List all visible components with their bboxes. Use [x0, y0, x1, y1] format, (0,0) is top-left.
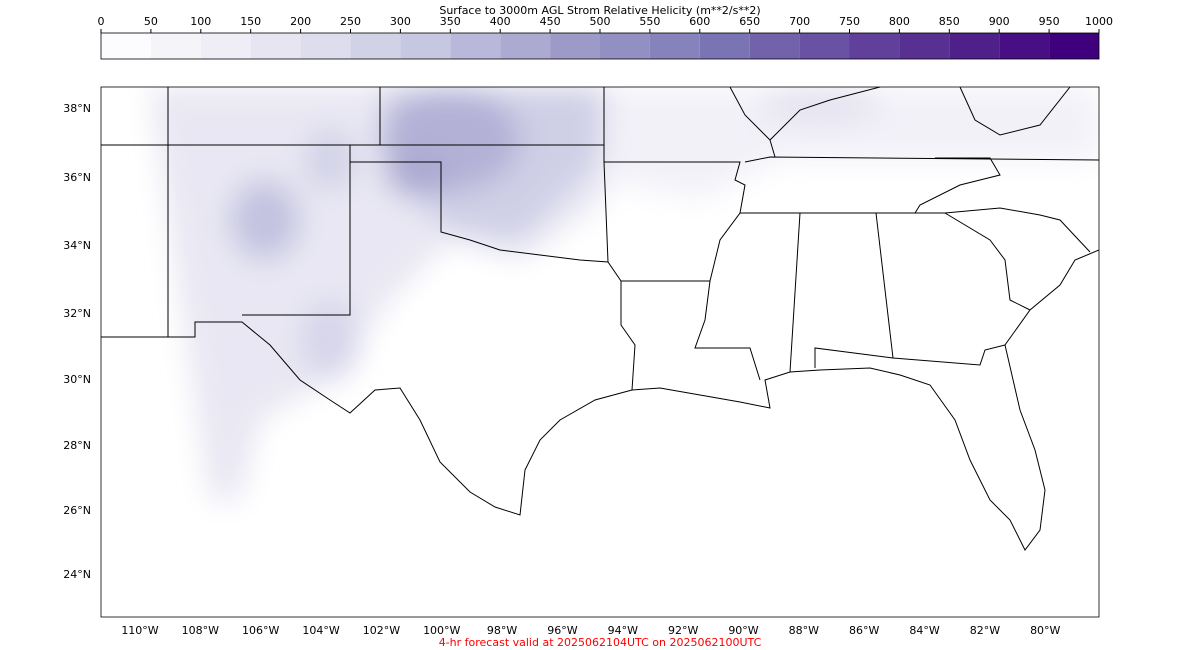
lon-label: 80°W — [1030, 624, 1060, 637]
lon-label: 90°W — [728, 624, 758, 637]
lon-label: 84°W — [909, 624, 939, 637]
colorbar-tick-label: 250 — [340, 15, 361, 28]
color-bin — [849, 33, 900, 59]
colorbar-tick-label: 300 — [390, 15, 411, 28]
color-bin — [450, 33, 501, 59]
lat-label: 28°N — [63, 439, 91, 452]
colorbar-tick-label: 550 — [639, 15, 660, 28]
colorbar-tick-label: 750 — [839, 15, 860, 28]
color-bin — [550, 33, 600, 59]
colorbar-tick-label: 850 — [939, 15, 960, 28]
color-bin — [150, 33, 201, 59]
lon-label: 88°W — [789, 624, 819, 637]
lon-label: 98°W — [487, 624, 517, 637]
lat-label: 36°N — [63, 171, 91, 184]
lon-label: 92°W — [668, 624, 698, 637]
color-bin — [600, 33, 650, 59]
lon-label: 96°W — [547, 624, 577, 637]
lon-label: 86°W — [849, 624, 879, 637]
colorbar-tick-label: 200 — [290, 15, 311, 28]
color-bin — [500, 33, 551, 59]
lon-label: 104°W — [302, 624, 339, 637]
colorbar-title: Surface to 3000m AGL Strom Relative Heli… — [439, 4, 760, 17]
colorbar-tick-label: 700 — [789, 15, 810, 28]
lon-label: 82°W — [970, 624, 1000, 637]
colorbar-tick-label: 900 — [989, 15, 1010, 28]
color-bin — [300, 33, 351, 59]
colorbar-tick-label: 600 — [689, 15, 710, 28]
footer: 4-hr forecast valid at 2025062104UTC on … — [439, 636, 762, 649]
lat-label: 38°N — [63, 102, 91, 115]
lat-label: 30°N — [63, 373, 91, 386]
lat-label: 32°N — [63, 307, 91, 320]
map-axes: 38°N 36°N 34°N 32°N 30°N 28°N 26°N 24°N 110°W 108… — [63, 102, 1060, 637]
lon-label: 108°W — [182, 624, 219, 637]
colorbar: 0 50 100 150 200 250 300 350 400 450 500 550 600 650 7… — [98, 15, 1113, 59]
color-bin — [101, 33, 151, 59]
lon-label: 102°W — [363, 624, 400, 637]
lat-label: 26°N — [63, 504, 91, 517]
colorbar-tick-label: 50 — [144, 15, 158, 28]
colorbar-tick-label: 650 — [739, 15, 760, 28]
colorbar-frame — [100, 32, 1100, 60]
lat-label: 24°N — [63, 568, 91, 581]
colorbar-tick-label: 950 — [1039, 15, 1060, 28]
lon-label: 110°W — [121, 624, 158, 637]
color-bin — [999, 33, 1050, 59]
color-bin — [1049, 33, 1099, 59]
colorbar-tick-label: 500 — [590, 15, 611, 28]
color-bin — [200, 33, 251, 59]
helicity-field — [140, 87, 1099, 500]
lat-label: 34°N — [63, 239, 91, 252]
lon-label: 106°W — [242, 624, 279, 637]
colorbar-tick-label: 0 — [98, 15, 105, 28]
color-bin — [649, 33, 700, 59]
colorbar-tick-label: 400 — [490, 15, 511, 28]
color-bin — [899, 33, 950, 59]
colorbar-tick-label: 1000 — [1085, 15, 1113, 28]
colorbar-tick-label: 800 — [889, 15, 910, 28]
color-bin — [400, 33, 451, 59]
lon-label: 100°W — [423, 624, 460, 637]
map — [101, 87, 1099, 551]
lon-label: 94°W — [608, 624, 638, 637]
colorbar-tick-label: 450 — [540, 15, 561, 28]
color-bin — [250, 33, 301, 59]
colorbar-tick-label: 100 — [190, 15, 211, 28]
color-bin — [799, 33, 850, 59]
color-bin — [350, 33, 401, 59]
color-bin — [699, 33, 750, 59]
map-frame — [100, 86, 1100, 618]
borders — [101, 87, 1099, 551]
color-bin — [749, 33, 800, 59]
color-bin — [949, 33, 1000, 59]
colorbar-tick-label: 350 — [440, 15, 461, 28]
colorbar-tick-label: 150 — [240, 15, 261, 28]
